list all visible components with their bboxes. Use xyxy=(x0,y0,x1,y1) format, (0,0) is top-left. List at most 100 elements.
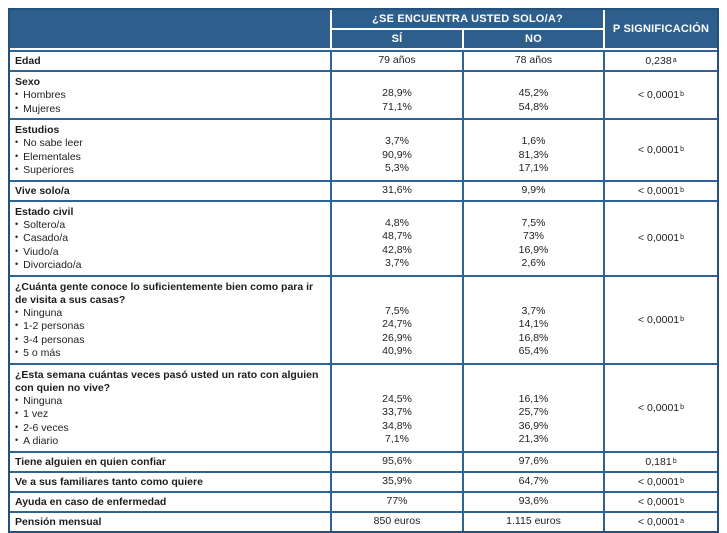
value-si: 79 años xyxy=(330,52,462,70)
value-no: 14,1% xyxy=(518,318,549,330)
group-item: Hombres xyxy=(15,89,326,103)
p-number: < 0,0001 xyxy=(637,401,680,414)
p-number: < 0,0001 xyxy=(637,184,680,197)
header-p-significacion-cell: P SIGNIFICACIÓN xyxy=(603,10,717,48)
value-no: 7,5% xyxy=(521,216,546,229)
spacer xyxy=(332,277,462,305)
value-no: 1,6% xyxy=(521,135,546,147)
spacer xyxy=(464,277,603,305)
table-row-edad: Edad 79 años 78 años 0,238 a xyxy=(10,50,717,70)
p-value: < 0,0001 b xyxy=(603,492,717,511)
group-title: Estado civil xyxy=(15,205,74,218)
group-title: Estudios xyxy=(15,124,60,136)
p-number: < 0,0001 xyxy=(637,495,680,508)
group-item: 1-2 personas xyxy=(15,320,326,334)
p-number: < 0,0001 xyxy=(637,232,680,244)
value-no: 9,9% xyxy=(462,181,603,200)
value-no: 78 años xyxy=(462,52,603,70)
row-label: Ve a sus familiares tanto como quiere xyxy=(15,475,203,488)
spacer xyxy=(332,120,462,135)
group-title: ¿Esta semana cuántas veces pasó usted un… xyxy=(15,368,319,394)
group-item: 3-4 personas xyxy=(15,334,326,348)
values-no: 3,7% 14,1% 16,8% 65,4% xyxy=(462,276,603,363)
p-value: < 0,0001 b xyxy=(603,201,717,275)
value-no: 64,7% xyxy=(462,472,603,491)
group-item: 1 vez xyxy=(15,408,326,422)
values-no: 45,2% 54,8% xyxy=(462,72,603,118)
group-item: A diario xyxy=(15,435,326,449)
value-si: 77% xyxy=(330,492,462,511)
p-number: < 0,0001 xyxy=(637,313,680,326)
column-header-si: SÍ xyxy=(330,28,462,48)
table-header: ¿SE ENCUENTRA USTED SOLO/A? P SIGNIFICAC… xyxy=(10,10,717,48)
value-no: 16,1% xyxy=(518,392,549,405)
row-label: Tiene alguien en quien confiar xyxy=(15,455,166,468)
value-si: 26,9% xyxy=(382,331,412,344)
values-si: 24,5% 33,7% 34,8% 7,1% xyxy=(330,364,462,451)
spacer xyxy=(464,120,603,135)
values-si: 28,9% 71,1% xyxy=(330,72,462,118)
value-si: 7,1% xyxy=(385,433,409,445)
group-item: Viudo/a xyxy=(15,246,326,260)
value-si: 28,9% xyxy=(382,87,412,99)
value-si: 95,6% xyxy=(330,452,462,471)
value-no: 3,7% xyxy=(521,304,546,317)
value-si: 90,9% xyxy=(382,148,412,161)
row-label: Vive solo/a xyxy=(15,184,70,197)
spacer xyxy=(332,365,462,393)
table-row-pension: Pensión mensual 850 euros 1.115 euros < … xyxy=(10,510,717,531)
table-row-cuanta-gente: ¿Cuánta gente conoce lo suficientemente … xyxy=(10,274,717,363)
value-no: 81,3% xyxy=(518,148,549,161)
row-label-group: Sexo Hombres Mujeres xyxy=(10,72,330,118)
group-title: ¿Cuánta gente conoce lo suficientemente … xyxy=(15,280,314,306)
value-si: 42,8% xyxy=(382,243,412,256)
group-item: 2-6 veces xyxy=(15,422,326,436)
row-label: Ayuda en caso de enfermedad xyxy=(15,495,167,508)
table-row-confiar: Tiene alguien en quien confiar 95,6% 97,… xyxy=(10,450,717,471)
values-si: 3,7% 90,9% 5,3% xyxy=(330,120,462,180)
p-value: < 0,0001 b xyxy=(603,364,717,451)
p-value: < 0,0001 b xyxy=(603,472,717,491)
p-value: 0,181 b xyxy=(603,452,717,471)
spacer xyxy=(464,365,603,393)
group-item: Soltero/a xyxy=(15,219,326,233)
row-label: Edad xyxy=(15,55,41,67)
table-row-familiares: Ve a sus familiares tanto como quiere 35… xyxy=(10,470,717,491)
value-si: 40,9% xyxy=(382,345,412,357)
group-item: Elementales xyxy=(15,151,326,165)
value-no: 2,6% xyxy=(521,257,546,269)
value-si: 33,7% xyxy=(382,406,412,418)
table-row-estado-civil: Estado civil Soltero/a Casado/a Viudo/a … xyxy=(10,199,717,275)
value-no: 25,7% xyxy=(518,406,549,418)
value-no: 73% xyxy=(522,230,544,242)
row-label-group: Estado civil Soltero/a Casado/a Viudo/a … xyxy=(10,202,330,275)
value-si: 48,7% xyxy=(382,230,412,242)
value-si: 34,8% xyxy=(382,419,412,432)
group-title: Sexo xyxy=(15,76,41,88)
values-no: 16,1% 25,7% 36,9% 21,3% xyxy=(462,364,603,451)
table-row-estudios: Estudios No sabe leer Elementales Superi… xyxy=(10,118,717,180)
value-si: 35,9% xyxy=(330,472,462,491)
value-no: 65,4% xyxy=(518,345,549,357)
group-item: No sabe leer xyxy=(15,137,326,151)
p-value: < 0,0001 b xyxy=(603,120,717,180)
group-item: Casado/a xyxy=(15,232,326,246)
row-label-group: Estudios No sabe leer Elementales Superi… xyxy=(10,120,330,180)
value-no: 93,6% xyxy=(462,492,603,511)
value-si: 5,3% xyxy=(385,162,409,174)
p-number: 0,238 xyxy=(645,55,672,67)
row-label-group: ¿Cuánta gente conoce lo suficientemente … xyxy=(10,277,330,363)
values-no: 7,5% 73% 16,9% 2,6% xyxy=(462,201,603,275)
group-item: Ninguna xyxy=(15,307,326,321)
value-si: 24,5% xyxy=(382,392,412,405)
value-si: 71,1% xyxy=(382,100,412,113)
p-number: < 0,0001 xyxy=(637,143,680,156)
statistics-table: ¿SE ENCUENTRA USTED SOLO/A? P SIGNIFICAC… xyxy=(8,8,719,533)
group-item: 5 o más xyxy=(15,347,326,361)
value-no: 16,8% xyxy=(518,331,549,344)
table-row-vive-solo: Vive solo/a 31,6% 9,9% < 0,0001 b xyxy=(10,179,717,200)
group-item: Mujeres xyxy=(15,103,326,117)
value-no: 54,8% xyxy=(518,100,549,113)
value-si: 31,6% xyxy=(330,181,462,200)
header-question-cell: ¿SE ENCUENTRA USTED SOLO/A? xyxy=(330,10,603,28)
